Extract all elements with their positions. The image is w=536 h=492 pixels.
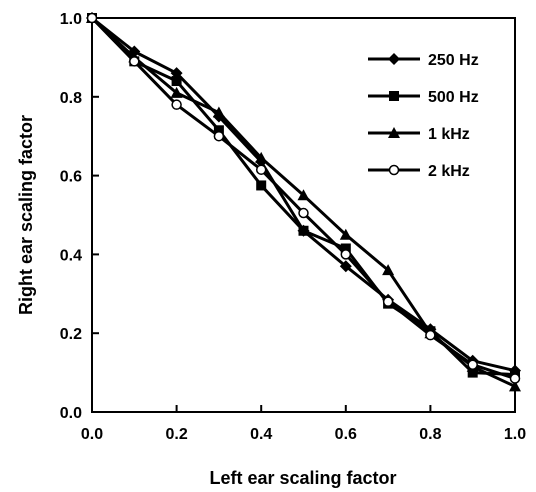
data-point-1-khz — [297, 189, 310, 201]
legend: 250 Hz 500 Hz 1 kHz 2 kHz — [368, 52, 479, 180]
x-tick-label: 1.0 — [504, 426, 526, 443]
data-point-2-khz — [298, 207, 309, 219]
data-point-500-hz — [213, 125, 224, 136]
data-point-2-khz — [509, 373, 521, 384]
data-point-1-khz — [212, 106, 225, 118]
series-line-1-khz — [90, 16, 516, 388]
data-point-1-khz — [255, 151, 268, 163]
y-tick-label: 1.0 — [60, 11, 82, 28]
plot-frame — [91, 17, 516, 413]
data-point-500-hz — [171, 76, 182, 87]
x-tick-label: 0.6 — [335, 426, 357, 443]
legend-label-500-hz: 500 Hz — [428, 89, 479, 106]
y-tick-label: 0.2 — [60, 326, 82, 343]
x-tick-label: 0.0 — [81, 426, 103, 443]
x-tick-label: 0.8 — [419, 426, 441, 443]
y-axis-ticks: 0.0 0.2 0.4 0.6 0.8 1.0 — [60, 11, 99, 422]
series-layer — [86, 12, 521, 392]
data-point-2-khz — [86, 12, 98, 24]
x-axis-ticks: 0.0 0.2 0.4 0.6 0.8 1.0 — [81, 405, 526, 443]
data-point-2-khz — [382, 296, 394, 307]
y-tick-label: 0.0 — [60, 405, 82, 422]
data-point-250-hz — [339, 260, 352, 273]
legend-label-2-khz: 2 kHz — [428, 163, 470, 180]
x-tick-label: 0.2 — [165, 426, 187, 443]
data-point-1-khz — [170, 86, 183, 98]
y-tick-label: 0.6 — [60, 169, 82, 186]
y-axis-title: Right ear scaling factor — [16, 115, 36, 315]
data-point-500-hz — [256, 180, 267, 191]
legend-marker-2-khz — [388, 164, 400, 176]
data-point-500-hz — [340, 243, 351, 254]
y-tick-label: 0.8 — [60, 90, 82, 107]
data-point-1-khz — [509, 380, 521, 392]
data-point-1-khz — [382, 264, 395, 276]
legend-marker-1-khz — [388, 127, 400, 138]
data-point-500-hz — [467, 367, 478, 378]
data-point-2-khz — [425, 329, 436, 341]
data-point-2-khz — [171, 99, 182, 110]
x-tick-label: 0.4 — [250, 426, 272, 443]
legend-label-250-hz: 250 Hz — [428, 52, 479, 69]
data-point-2-khz — [129, 56, 140, 67]
legend-label-1-khz: 1 kHz — [428, 126, 470, 143]
legend-marker-250-hz — [388, 53, 400, 65]
data-point-1-khz — [339, 228, 352, 240]
x-axis-title: Left ear scaling factor — [209, 468, 396, 488]
data-point-2-khz — [213, 130, 225, 142]
data-point-2-khz — [255, 164, 267, 175]
data-point-500-hz — [298, 225, 309, 236]
legend-marker-500-hz — [389, 91, 399, 101]
data-point-2-khz — [467, 359, 478, 370]
data-point-2-khz — [340, 249, 352, 260]
y-tick-label: 0.4 — [60, 247, 82, 264]
